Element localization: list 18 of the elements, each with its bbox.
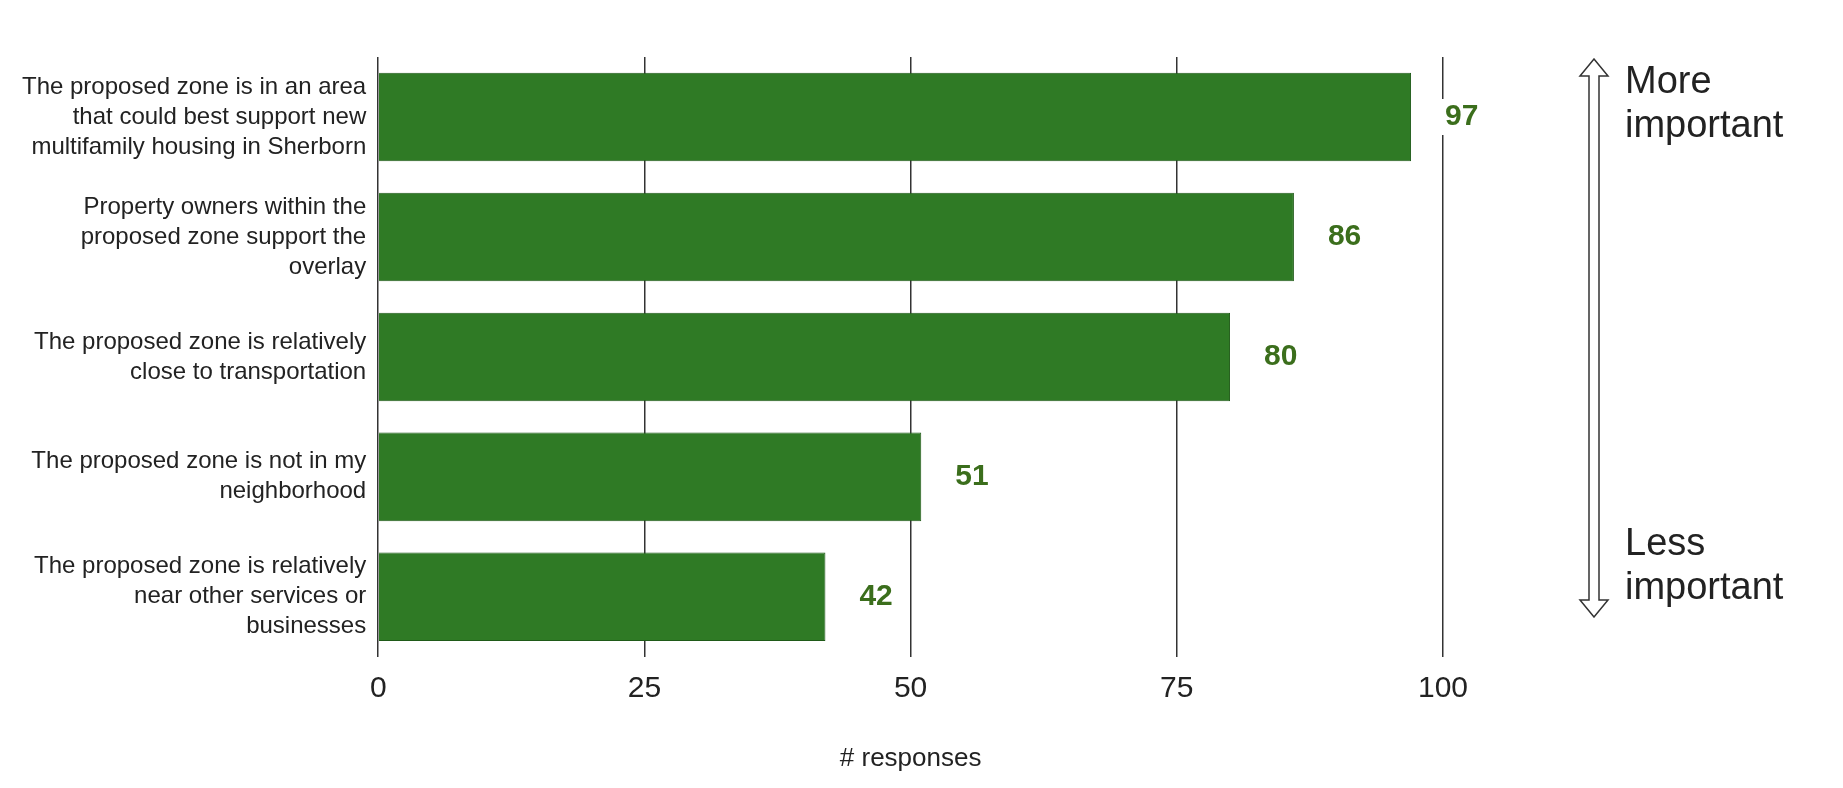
x-tick-label: 0 (369, 670, 387, 704)
y-tick-label: The proposed zone is relatively close to transportation (34, 326, 367, 384)
data-label: 42 (859, 578, 893, 612)
data-label: 97 (1445, 98, 1479, 132)
y-tick-label: The proposed zone is relatively near other services or businesses (34, 551, 367, 639)
y-tick-label: The proposed zone is in an area that could best support new multifamily housing in Sherborn (21, 71, 367, 159)
x-tick-label: 100 (1417, 670, 1469, 704)
text: More important (1625, 58, 1785, 146)
x-axis-title: # responses (839, 741, 982, 772)
x-tick-label: 50 (893, 670, 928, 704)
data-label: 80 (1264, 338, 1298, 372)
y-tick-label: Property owners within the proposed zone support the overlay (80, 191, 367, 279)
y-tick-label: The proposed zone is not in my neighborhood (31, 446, 367, 504)
data-label: 86 (1327, 218, 1362, 252)
x-tick-label: 25 (627, 670, 662, 704)
x-tick-label: 75 (1160, 670, 1194, 704)
data-label: 51 (955, 458, 989, 492)
text: Less important (1625, 520, 1785, 608)
